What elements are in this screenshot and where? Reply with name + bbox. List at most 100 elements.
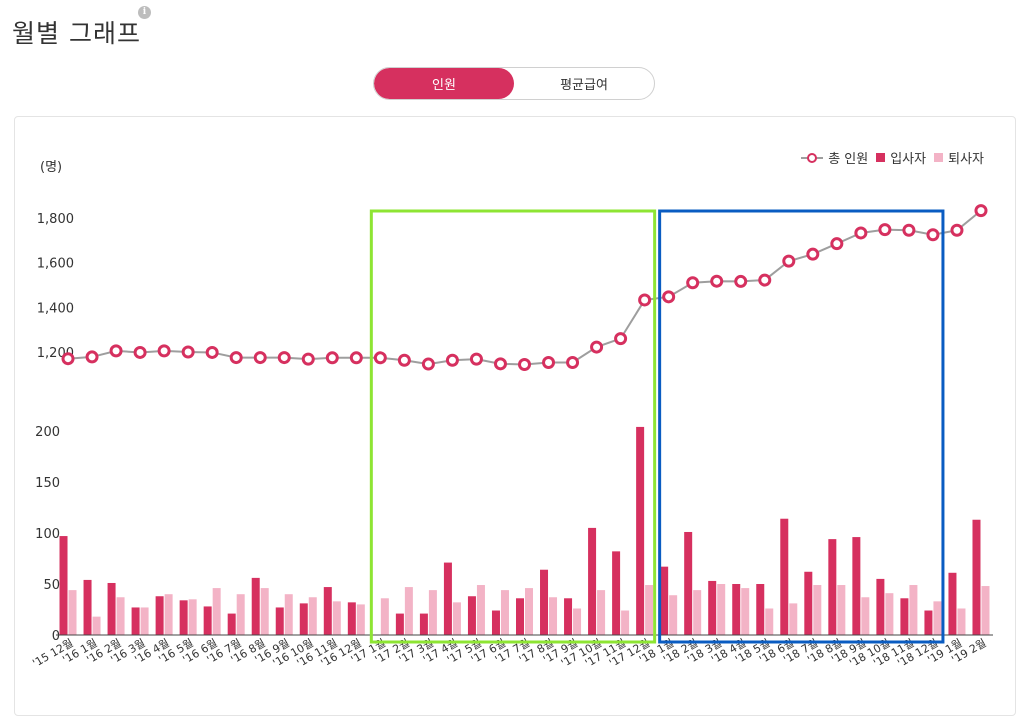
bar-leavers[interactable] (645, 585, 654, 635)
bar-hires[interactable] (251, 577, 260, 635)
bar-leavers[interactable] (380, 598, 389, 635)
tab-average-salary[interactable]: 평균급여 (560, 78, 608, 93)
line-point[interactable] (686, 276, 700, 290)
bar-leavers[interactable] (284, 594, 293, 635)
bar-leavers[interactable] (885, 593, 894, 635)
line-point[interactable] (277, 351, 291, 365)
bar-hires[interactable] (227, 613, 236, 635)
bar-hires[interactable] (972, 519, 981, 635)
line-point[interactable] (638, 293, 652, 307)
line-point[interactable] (445, 353, 459, 367)
tab-headcount[interactable]: 인원 (374, 68, 514, 99)
info-icon[interactable]: i (138, 6, 151, 19)
line-point[interactable] (373, 351, 387, 365)
bar-leavers[interactable] (765, 608, 774, 635)
bar-leavers[interactable] (332, 601, 341, 635)
line-point[interactable] (902, 223, 916, 237)
line-point[interactable] (950, 223, 964, 237)
bar-hires[interactable] (299, 603, 308, 635)
bar-leavers[interactable] (573, 608, 582, 635)
line-point[interactable] (85, 350, 99, 364)
line-point[interactable] (566, 355, 580, 369)
bar-leavers[interactable] (741, 588, 750, 635)
bar-hires[interactable] (804, 571, 813, 635)
bar-hires[interactable] (636, 426, 645, 635)
bar-leavers[interactable] (717, 584, 726, 635)
bar-leavers[interactable] (236, 594, 245, 635)
legend-item-leavers[interactable]: 퇴사자 (934, 148, 984, 167)
bar-hires[interactable] (179, 600, 188, 635)
bar-hires[interactable] (155, 596, 164, 635)
line-point[interactable] (734, 274, 748, 288)
bar-leavers[interactable] (140, 607, 149, 635)
bar-leavers[interactable] (356, 604, 365, 635)
bar-hires[interactable] (588, 527, 597, 635)
bar-leavers[interactable] (404, 587, 413, 635)
line-point[interactable] (301, 352, 315, 366)
bar-hires[interactable] (491, 610, 500, 635)
bar-leavers[interactable] (981, 586, 990, 635)
line-point[interactable] (518, 358, 531, 372)
bar-leavers[interactable] (861, 597, 870, 635)
bar-hires[interactable] (756, 584, 765, 635)
bar-leavers[interactable] (813, 585, 822, 635)
line-point[interactable] (61, 352, 75, 366)
bar-hires[interactable] (467, 596, 476, 635)
bar-leavers[interactable] (260, 588, 269, 635)
bar-leavers[interactable] (212, 588, 221, 635)
line-point[interactable] (205, 345, 219, 359)
bar-leavers[interactable] (693, 590, 702, 635)
line-point[interactable] (710, 274, 724, 288)
bar-hires[interactable] (107, 582, 116, 635)
line-point[interactable] (109, 344, 123, 358)
bar-hires[interactable] (59, 536, 68, 635)
bar-leavers[interactable] (621, 610, 630, 635)
bar-hires[interactable] (684, 531, 693, 635)
bar-hires[interactable] (948, 572, 957, 635)
bar-leavers[interactable] (933, 601, 942, 635)
bar-leavers[interactable] (92, 616, 101, 635)
line-point[interactable] (662, 290, 676, 304)
bar-hires[interactable] (708, 580, 717, 635)
line-point[interactable] (590, 340, 604, 354)
line-point[interactable] (974, 204, 988, 218)
line-point[interactable] (229, 351, 243, 365)
bar-hires[interactable] (780, 518, 789, 635)
bar-hires[interactable] (83, 579, 92, 635)
line-point[interactable] (830, 237, 844, 251)
bar-hires[interactable] (275, 607, 284, 635)
bar-hires[interactable] (323, 587, 332, 635)
bar-hires[interactable] (852, 537, 861, 635)
line-point[interactable] (397, 353, 411, 367)
line-point[interactable] (493, 357, 507, 371)
line-point[interactable] (878, 223, 892, 237)
bar-hires[interactable] (443, 562, 452, 635)
bar-hires[interactable] (612, 551, 621, 635)
bar-leavers[interactable] (68, 590, 77, 635)
line-point[interactable] (542, 355, 556, 369)
bar-hires[interactable] (131, 607, 140, 635)
bar-hires[interactable] (900, 598, 909, 635)
bar-hires[interactable] (419, 613, 428, 635)
line-point[interactable] (782, 254, 796, 268)
bar-leavers[interactable] (308, 597, 317, 635)
line-point[interactable] (758, 273, 772, 287)
bar-leavers[interactable] (525, 588, 533, 635)
bar-hires[interactable] (876, 578, 885, 635)
bar-leavers[interactable] (500, 590, 509, 635)
line-point[interactable] (349, 351, 363, 365)
bar-hires[interactable] (516, 598, 524, 635)
line-point[interactable] (926, 228, 940, 242)
bar-leavers[interactable] (549, 597, 558, 635)
line-point[interactable] (614, 332, 628, 346)
line-point[interactable] (325, 351, 339, 365)
bar-hires[interactable] (395, 613, 404, 635)
bar-leavers[interactable] (909, 585, 918, 635)
bar-hires[interactable] (660, 566, 669, 635)
line-point[interactable] (133, 345, 147, 359)
line-point[interactable] (806, 247, 820, 261)
bar-leavers[interactable] (669, 595, 678, 635)
bar-hires[interactable] (564, 598, 573, 635)
bar-leavers[interactable] (188, 599, 197, 635)
bar-hires[interactable] (924, 610, 933, 635)
